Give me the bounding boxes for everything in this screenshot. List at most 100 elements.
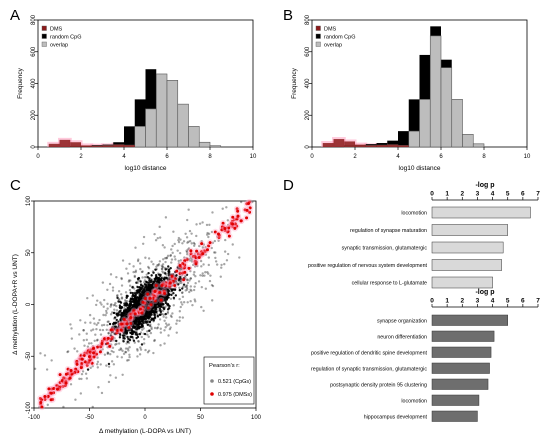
cpg-point (166, 303, 169, 306)
cpg-point (156, 305, 160, 309)
cpg-point (118, 348, 121, 352)
cpg-point (208, 223, 211, 227)
dms-point (175, 269, 179, 273)
cpg-point (144, 319, 148, 323)
cpg-point (107, 365, 111, 368)
cpg-point (137, 302, 140, 306)
cpg-point (151, 317, 154, 321)
cpg-point (79, 392, 83, 395)
cpg-point (209, 274, 212, 277)
cpg-point (107, 362, 111, 366)
cpg-point (176, 283, 180, 286)
x-axis-label: Δ methylation (L-DOPA vs UNT) (99, 428, 191, 435)
cpg-point (178, 269, 182, 272)
cpg-point (142, 294, 145, 298)
cpg-point (156, 313, 159, 317)
cpg-point (157, 284, 160, 287)
cpg-point (170, 293, 173, 297)
cpg-point (66, 350, 69, 354)
dms-point (194, 262, 198, 266)
overlap-bar (134, 126, 146, 148)
cpg-point (137, 278, 141, 281)
cpg-point (124, 350, 127, 354)
cpg-point (127, 280, 131, 283)
cpg-point (73, 347, 76, 350)
cpg-point (159, 287, 163, 291)
dms-point (39, 401, 43, 405)
cpg-point (84, 321, 87, 324)
cpg-point (116, 294, 119, 297)
cpg-point (126, 306, 129, 310)
cpg-point (125, 342, 128, 345)
cpg-point (192, 273, 196, 276)
cpg-point (142, 235, 146, 239)
cpg-point (178, 282, 181, 285)
cpg-point (159, 331, 163, 334)
y-axis-label: Δ methylation (L-DOPA+R vs UNT) (12, 254, 19, 355)
cpg-point (86, 296, 89, 300)
dms-point (189, 249, 193, 253)
cpg-point (137, 286, 141, 290)
cpg-point (115, 321, 118, 325)
cpg-point (164, 312, 167, 316)
cpg-point (148, 281, 151, 284)
cpg-point (156, 263, 159, 267)
cpg-point (138, 322, 142, 326)
go-bar (431, 362, 490, 374)
cpg-point (140, 316, 144, 319)
cpg-point (181, 316, 185, 319)
cpg-point (198, 222, 202, 225)
cpg-point (135, 331, 138, 334)
go-term-label: cellular response to L-glutamate (352, 281, 427, 287)
cpg-point (139, 331, 143, 334)
cpg-point (139, 348, 143, 351)
cpg-point (146, 287, 149, 291)
cpg-point (147, 313, 151, 317)
cpg-point (129, 306, 132, 309)
cpg-point (155, 267, 158, 271)
cpg-point (171, 312, 174, 315)
cpg-point (146, 295, 149, 298)
cpg-point (144, 299, 148, 302)
dms-point (75, 362, 79, 366)
cpg-point (136, 299, 140, 302)
cpg-point (164, 322, 168, 325)
cpg-point (140, 323, 144, 327)
cpg-point (175, 274, 178, 277)
cpg-point (133, 275, 137, 279)
cpg-point (119, 348, 123, 351)
cpg-point (163, 306, 166, 310)
dms-point (109, 328, 113, 332)
cpg-point (125, 316, 128, 319)
x-tick-label: 4 (491, 298, 495, 305)
cpg-point (154, 239, 158, 242)
cpg-point (103, 298, 106, 302)
cpg-point (166, 291, 170, 294)
cpg-point (177, 238, 180, 242)
cpg-point (125, 300, 129, 303)
cpg-point (140, 302, 143, 306)
cpg-point (204, 253, 208, 256)
cpg-point (126, 316, 129, 319)
dms-point (55, 387, 59, 391)
cpg-point (107, 380, 111, 384)
cpg-point (201, 221, 204, 224)
cpg-point (204, 287, 208, 290)
cpg-point (207, 235, 210, 239)
dms-point (106, 336, 110, 340)
cpg-point (167, 323, 171, 326)
cpg-point (131, 295, 134, 298)
dms-point (205, 248, 209, 252)
cpg-point (194, 252, 197, 255)
dms-bar (48, 143, 60, 147)
cpg-point (114, 312, 117, 315)
cpg-point (180, 274, 184, 277)
cpg-point (92, 317, 96, 320)
cpg-point (164, 268, 167, 271)
cpg-point (127, 315, 130, 319)
cpg-point (173, 288, 177, 292)
go-term-label: positive regulation of dendritic spine d… (311, 350, 428, 356)
cpg-point (143, 308, 147, 311)
dms-point (119, 328, 123, 332)
cpg-point (166, 278, 169, 281)
